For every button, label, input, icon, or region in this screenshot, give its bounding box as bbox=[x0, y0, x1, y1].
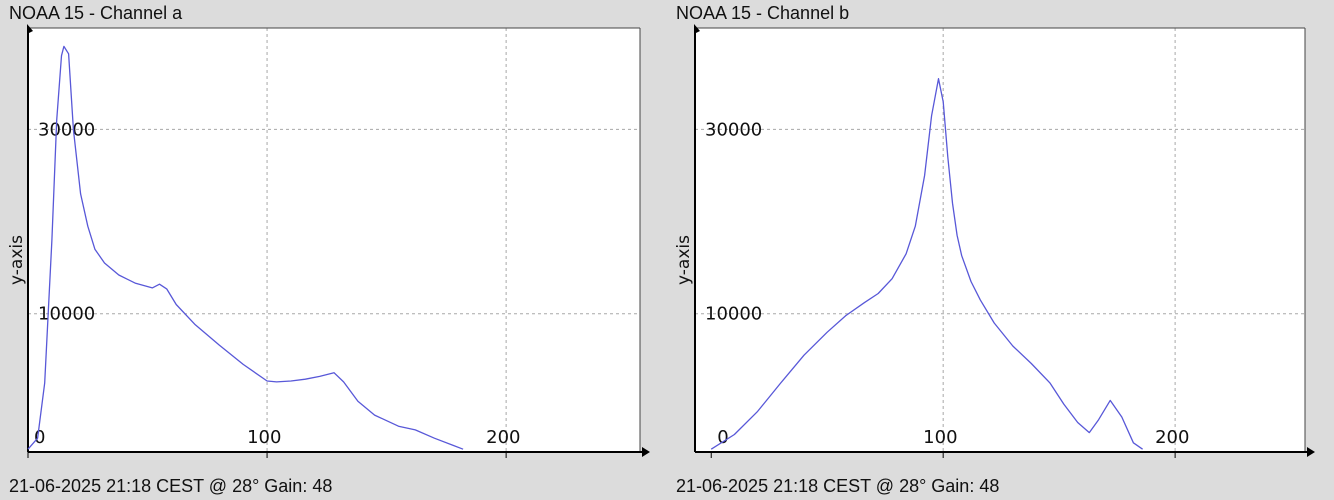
series-line bbox=[27, 45, 464, 450]
series-line bbox=[710, 78, 1143, 450]
y-axis-label: y-axis bbox=[674, 235, 694, 285]
y-tick-label: 10000 bbox=[705, 304, 762, 325]
y-tick-label: 10000 bbox=[38, 304, 95, 325]
x-tick-label: 200 bbox=[1155, 427, 1189, 448]
plot-area bbox=[28, 28, 640, 452]
y-axis-arrow bbox=[694, 24, 700, 34]
capture-info: 21-06-2025 21:18 CEST @ 28° Gain: 48 bbox=[9, 476, 333, 496]
x-tick-label: 100 bbox=[923, 427, 957, 448]
y-axis-arrow bbox=[27, 24, 33, 34]
x-tick-label: 100 bbox=[247, 427, 281, 448]
line-chart-a: 0 100 200 10000 30000 y-axis bbox=[7, 24, 650, 458]
capture-info: 21-06-2025 21:18 CEST @ 28° Gain: 48 bbox=[676, 476, 1000, 496]
line-chart-b: 0 100 200 10000 30000 y-axis bbox=[674, 24, 1315, 458]
x-tick-label: 200 bbox=[486, 427, 520, 448]
chart-panel-a: NOAA 15 - Channel a 0 100 200 10000 30000 y-a… bbox=[7, 3, 650, 496]
chart-title: NOAA 15 - Channel b bbox=[676, 3, 850, 23]
x-tick-label: 0 bbox=[34, 427, 45, 448]
chart-panel-b: NOAA 15 - Channel b 0 100 200 10000 30000 y-a… bbox=[667, 0, 1334, 500]
plot-area bbox=[695, 28, 1305, 452]
x-axis-arrow bbox=[1307, 447, 1315, 457]
y-axis-label: y-axis bbox=[7, 235, 27, 285]
y-tick-label: 30000 bbox=[705, 119, 762, 140]
chart-title: NOAA 15 - Channel a bbox=[9, 3, 183, 23]
x-axis-arrow bbox=[642, 447, 650, 457]
y-tick-label: 30000 bbox=[38, 119, 95, 140]
x-tick-label: 0 bbox=[717, 427, 728, 448]
